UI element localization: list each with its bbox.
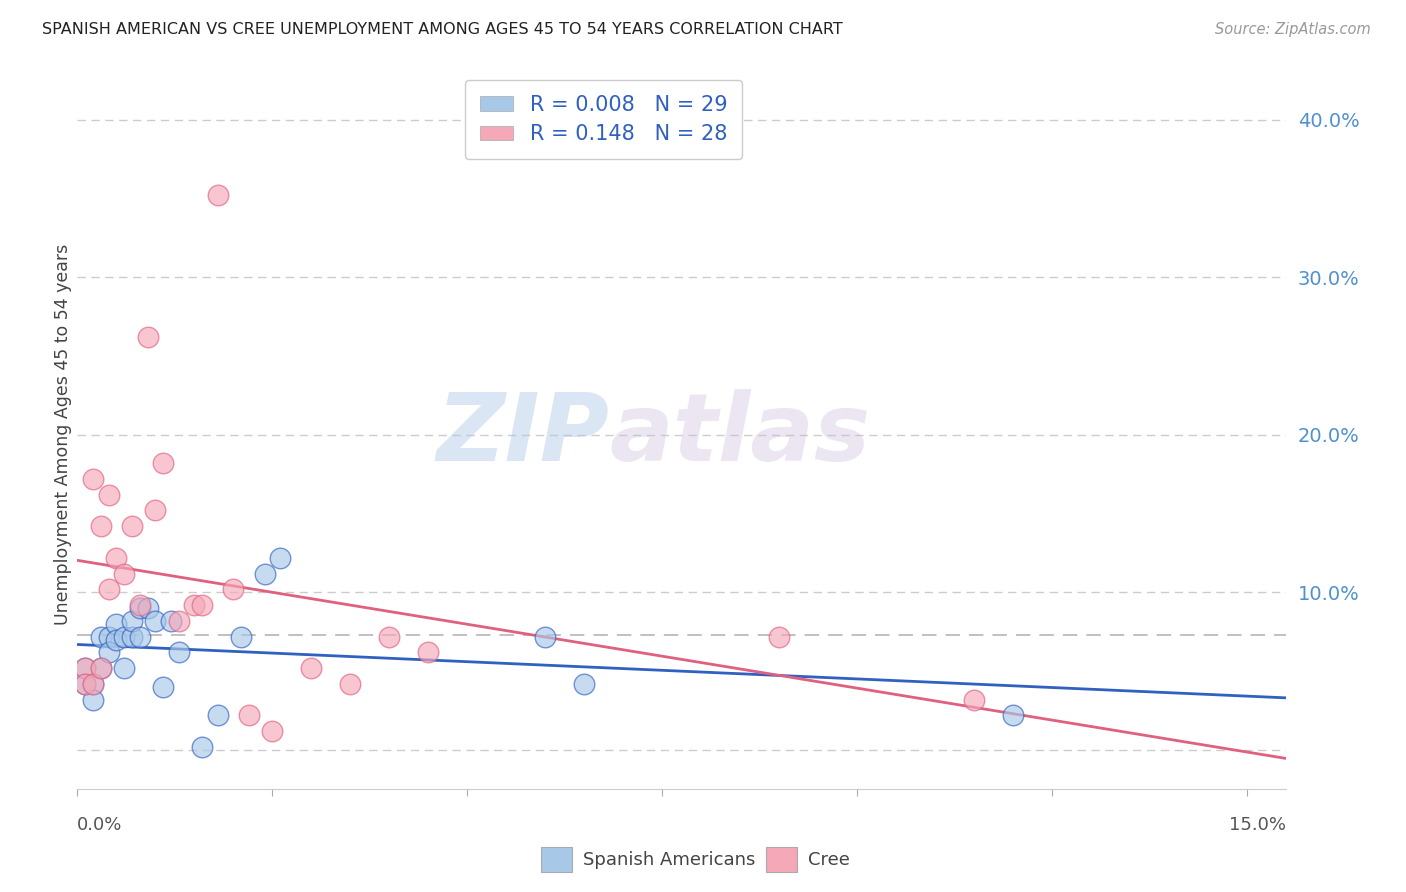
- Point: [90, 519, 112, 533]
- Point: [128, 630, 150, 644]
- Point: [82, 692, 104, 706]
- FancyBboxPatch shape: [766, 847, 797, 872]
- Point: [112, 661, 135, 675]
- Point: [167, 645, 190, 659]
- Point: [82, 472, 104, 486]
- Point: [105, 550, 128, 565]
- Text: ZIP: ZIP: [436, 389, 609, 481]
- Point: [75, 677, 97, 691]
- Point: [262, 724, 284, 739]
- Point: [269, 550, 291, 565]
- Point: [97, 645, 120, 659]
- Point: [136, 601, 159, 615]
- Point: [963, 692, 986, 706]
- Text: atlas: atlas: [609, 389, 870, 481]
- Legend: R = 0.008   N = 29, R = 0.148   N = 28: R = 0.008 N = 29, R = 0.148 N = 28: [465, 80, 742, 159]
- Point: [207, 188, 229, 202]
- Point: [121, 519, 143, 533]
- Point: [222, 582, 245, 597]
- Point: [183, 598, 205, 612]
- Point: [191, 739, 214, 754]
- Point: [207, 708, 229, 723]
- Point: [112, 630, 135, 644]
- Text: 0.0%: 0.0%: [77, 816, 122, 834]
- Point: [238, 708, 260, 723]
- Point: [97, 488, 120, 502]
- Point: [167, 614, 190, 628]
- Point: [299, 661, 322, 675]
- Point: [97, 582, 120, 597]
- Text: Spanish Americans: Spanish Americans: [583, 851, 756, 869]
- Text: Cree: Cree: [808, 851, 851, 869]
- Point: [143, 614, 166, 628]
- Point: [339, 677, 361, 691]
- Point: [574, 677, 596, 691]
- Point: [128, 598, 150, 612]
- Text: Source: ZipAtlas.com: Source: ZipAtlas.com: [1215, 22, 1371, 37]
- Text: SPANISH AMERICAN VS CREE UNEMPLOYMENT AMONG AGES 45 TO 54 YEARS CORRELATION CHAR: SPANISH AMERICAN VS CREE UNEMPLOYMENT AM…: [42, 22, 844, 37]
- Point: [191, 598, 214, 612]
- Point: [75, 661, 97, 675]
- Point: [143, 503, 166, 517]
- Point: [231, 630, 253, 644]
- Point: [90, 661, 112, 675]
- Point: [105, 617, 128, 632]
- Point: [418, 645, 440, 659]
- Point: [82, 677, 104, 691]
- Point: [121, 614, 143, 628]
- Point: [121, 630, 143, 644]
- Point: [75, 677, 97, 691]
- Point: [75, 661, 97, 675]
- Point: [82, 677, 104, 691]
- Point: [160, 614, 183, 628]
- Point: [1002, 708, 1025, 723]
- Point: [90, 661, 112, 675]
- Point: [105, 632, 128, 647]
- Point: [128, 601, 150, 615]
- Y-axis label: Unemployment Among Ages 45 to 54 years: Unemployment Among Ages 45 to 54 years: [55, 244, 73, 625]
- Point: [534, 630, 557, 644]
- Text: 15.0%: 15.0%: [1229, 816, 1286, 834]
- Point: [152, 456, 174, 470]
- Point: [152, 680, 174, 694]
- Point: [90, 630, 112, 644]
- Point: [112, 566, 135, 581]
- Point: [97, 630, 120, 644]
- Point: [253, 566, 276, 581]
- Point: [136, 330, 159, 344]
- Point: [768, 630, 790, 644]
- Point: [378, 630, 401, 644]
- FancyBboxPatch shape: [541, 847, 572, 872]
